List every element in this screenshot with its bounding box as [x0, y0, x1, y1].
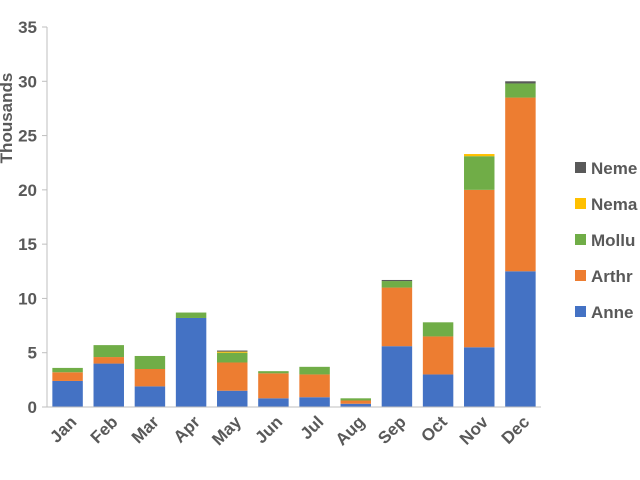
bar-segment-anne-may: [217, 390, 248, 407]
bar-segment-mollu-feb: [93, 345, 124, 358]
bar-segment-arthr-oct: [422, 336, 454, 375]
bar-segment-mollu-oct: [422, 322, 454, 337]
y-tick-label: 20: [18, 181, 37, 200]
y-tick-label: 25: [18, 127, 37, 146]
x-tick-label: Mar: [128, 412, 163, 447]
bars: [52, 81, 536, 407]
x-tick-label: Jul: [297, 412, 328, 443]
x-tick-label: Oct: [417, 412, 451, 446]
x-axis-ticks: Jan Feb Mar Apr May Jun Jul Aug Sep Oct Nov Dec: [46, 412, 533, 449]
bar-segment-mollu-apr: [175, 312, 207, 318]
bar-segment-neme-may: [217, 350, 248, 352]
bar-segment-arthr-aug: [340, 400, 371, 404]
bar-segment-anne-dec: [505, 271, 536, 407]
legend: Neme Nema Mollu Arthr Anne: [575, 159, 638, 322]
bar-segment-neme-sep: [381, 279, 413, 282]
bar-segment-anne-aug: [340, 403, 371, 407]
bar-segment-arthr-jan: [52, 372, 83, 381]
legend-label-mollu: Mollu: [591, 231, 635, 250]
y-axis-title: Thousands: [0, 73, 16, 164]
legend-swatch-nema: [575, 198, 586, 209]
legend-swatch-mollu: [575, 234, 586, 245]
x-tick-label: Nov: [456, 412, 493, 449]
x-tick-label: Feb: [87, 412, 122, 447]
bar-segment-anne-jun: [258, 398, 289, 407]
bar-segment-mollu-jul: [299, 366, 330, 375]
y-tick-label: 10: [18, 289, 37, 308]
bar-segment-anne-feb: [93, 363, 124, 407]
y-tick-label: 5: [28, 344, 37, 363]
bar-segment-mollu-may: [217, 352, 248, 363]
y-tick-label: 0: [28, 398, 37, 417]
y-tick-label: 15: [18, 235, 37, 254]
x-tick-label: Dec: [498, 412, 533, 447]
x-tick-label: Sep: [374, 412, 409, 447]
bar-segment-arthr-may: [217, 362, 248, 391]
bar-segment-mollu-nov: [464, 156, 495, 190]
bar-segment-mollu-sep: [381, 281, 413, 288]
x-tick-label: Aug: [332, 412, 369, 449]
legend-label-nema: Nema: [591, 195, 638, 214]
bar-segment-anne-oct: [422, 374, 454, 407]
y-tick-label: 30: [18, 72, 37, 91]
bar-segment-nema-may: [217, 351, 248, 353]
legend-swatch-arthr: [575, 270, 586, 281]
bar-segment-arthr-sep: [381, 287, 413, 347]
legend-swatch-neme: [575, 162, 586, 173]
legend-swatch-anne: [575, 306, 586, 317]
bar-segment-anne-sep: [381, 346, 413, 407]
legend-label-arthr: Arthr: [591, 267, 633, 286]
bar-segment-anne-jul: [299, 397, 330, 407]
x-tick-label: May: [208, 412, 245, 449]
x-tick-label: Jun: [251, 412, 286, 447]
bar-segment-anne-apr: [175, 317, 207, 407]
x-tick-label: Jan: [46, 412, 80, 446]
x-tick-label: Apr: [170, 412, 204, 446]
bar-segment-anne-mar: [134, 386, 166, 407]
bar-segment-arthr-dec: [505, 97, 536, 272]
bar-segment-mollu-aug: [340, 398, 371, 401]
bar-segment-mollu-dec: [505, 83, 536, 98]
bar-segment-arthr-feb: [93, 357, 124, 364]
bar-segment-mollu-jun: [258, 371, 289, 374]
bar-segment-arthr-nov: [464, 189, 495, 348]
bar-segment-mollu-jan: [52, 367, 83, 373]
bar-segment-nema-nov: [464, 154, 495, 157]
bar-segment-arthr-jun: [258, 373, 289, 399]
y-tick-label: 35: [18, 18, 37, 37]
bar-segment-anne-jan: [52, 380, 83, 407]
bar-segment-arthr-mar: [134, 369, 166, 387]
bar-segment-arthr-jul: [299, 374, 330, 398]
bar-segment-mollu-mar: [134, 355, 166, 369]
legend-label-anne: Anne: [591, 303, 634, 322]
y-axis-ticks: 0 5 10 15 20 25 30 35: [18, 18, 47, 417]
bar-segment-neme-dec: [505, 81, 536, 84]
legend-label-neme: Neme: [591, 159, 637, 178]
bar-segment-anne-nov: [464, 347, 495, 407]
